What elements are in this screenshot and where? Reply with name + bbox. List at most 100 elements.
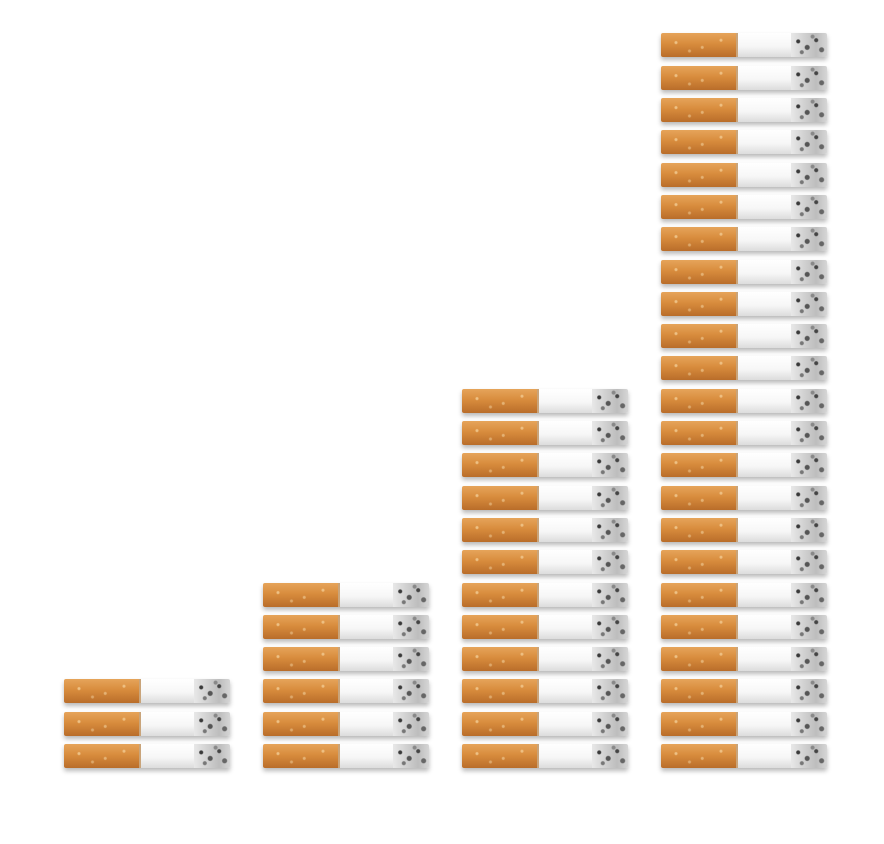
cigarette-paper <box>736 65 791 90</box>
cigarette-paper <box>736 421 791 445</box>
cigarette-icon <box>661 98 827 122</box>
cigarette-icon <box>263 647 429 672</box>
cigarette-paper <box>139 679 194 704</box>
cigarette-icon <box>263 614 429 639</box>
cigarette-paper <box>736 227 791 252</box>
cigarette-filter <box>263 582 338 607</box>
cigarette-filter <box>661 33 736 58</box>
cigarette-ash <box>791 453 827 478</box>
cigarette-filter <box>661 324 736 349</box>
cigarette-icon <box>462 679 628 704</box>
cigarette-ash <box>791 65 827 90</box>
cigarette-icon <box>462 485 628 510</box>
cigarette-ash <box>791 679 827 704</box>
cigarette-ash <box>791 227 827 252</box>
cigarette-ash <box>592 582 628 607</box>
cigarette-ash <box>791 744 827 768</box>
cigarette-icon <box>661 33 827 58</box>
cigarette-icon <box>462 388 628 413</box>
cigarette-paper <box>736 356 791 381</box>
cigarette-paper <box>736 388 791 413</box>
cigarette-paper <box>537 711 592 736</box>
cigarette-filter <box>661 647 736 672</box>
cigarette-paper <box>338 647 393 672</box>
cigarette-filter <box>64 711 139 736</box>
cigarette-ash <box>791 291 827 316</box>
cigarette-icon <box>263 582 429 607</box>
cigarette-ash <box>592 711 628 736</box>
cigarette-filter <box>661 421 736 445</box>
cigarette-paper <box>537 517 592 542</box>
cigarette-ash <box>393 614 429 639</box>
cigarette-icon <box>661 614 827 639</box>
cigarette-filter <box>661 711 736 736</box>
cigarette-ash <box>791 485 827 510</box>
cigarette-paper <box>736 517 791 542</box>
cigarette-paper <box>139 744 194 768</box>
cigarette-paper <box>537 388 592 413</box>
cigarette-filter <box>661 744 736 768</box>
cigarette-filter <box>661 356 736 381</box>
cigarette-filter <box>661 194 736 219</box>
cigarette-paper <box>736 582 791 607</box>
cigarette-ash <box>791 356 827 381</box>
cigarette-icon <box>661 679 827 704</box>
cigarette-icon <box>64 679 230 704</box>
cigarette-icon <box>661 65 827 90</box>
cigarette-paper <box>736 130 791 155</box>
cigarette-ash <box>791 517 827 542</box>
cigarette-paper <box>736 291 791 316</box>
cigarette-filter <box>462 744 537 768</box>
cigarette-icon <box>661 324 827 349</box>
cigarette-ash <box>592 421 628 445</box>
cigarette-paper <box>537 550 592 575</box>
cigarette-ash <box>592 744 628 768</box>
cigarette-ash <box>592 453 628 478</box>
cigarette-icon <box>64 744 230 768</box>
cigarette-icon <box>661 582 827 607</box>
cigarette-paper <box>736 711 791 736</box>
cigarette-paper <box>537 647 592 672</box>
cigarette-filter <box>661 98 736 122</box>
cigarette-ash <box>393 744 429 768</box>
cigarette-ash <box>791 582 827 607</box>
cigarette-paper <box>736 614 791 639</box>
cigarette-ash <box>791 324 827 349</box>
cigarette-icon <box>661 647 827 672</box>
cigarette-paper <box>537 421 592 445</box>
cigarette-icon <box>263 744 429 768</box>
cigarette-paper <box>537 453 592 478</box>
cigarette-ash <box>194 679 230 704</box>
cigarette-icon <box>462 421 628 445</box>
cigarette-icon <box>661 259 827 284</box>
cigarette-filter <box>64 744 139 768</box>
cigarette-filter <box>462 421 537 445</box>
cigarette-icon <box>661 291 827 316</box>
cigarette-paper <box>338 744 393 768</box>
cigarette-icon <box>462 614 628 639</box>
cigarette-ash <box>791 421 827 445</box>
cigarette-icon <box>661 517 827 542</box>
cigarette-ash <box>592 550 628 575</box>
cigarette-icon <box>661 388 827 413</box>
cigarette-filter <box>263 711 338 736</box>
cigarette-filter <box>462 614 537 639</box>
cigarette-icon <box>462 517 628 542</box>
cigarette-icon <box>661 194 827 219</box>
cigarette-paper <box>736 259 791 284</box>
cigarette-filter <box>263 744 338 768</box>
cigarette-paper <box>736 98 791 122</box>
cigarette-paper <box>736 33 791 58</box>
cigarette-filter <box>64 679 139 704</box>
cigarette-ash <box>592 485 628 510</box>
cigarette-ash <box>791 388 827 413</box>
cigarette-ash <box>791 647 827 672</box>
cigarette-ash <box>194 744 230 768</box>
cigarette-paper <box>338 614 393 639</box>
cigarette-filter <box>462 711 537 736</box>
cigarette-ash <box>393 711 429 736</box>
cigarette-paper <box>338 582 393 607</box>
cigarette-paper <box>736 647 791 672</box>
cigarette-ash <box>592 388 628 413</box>
